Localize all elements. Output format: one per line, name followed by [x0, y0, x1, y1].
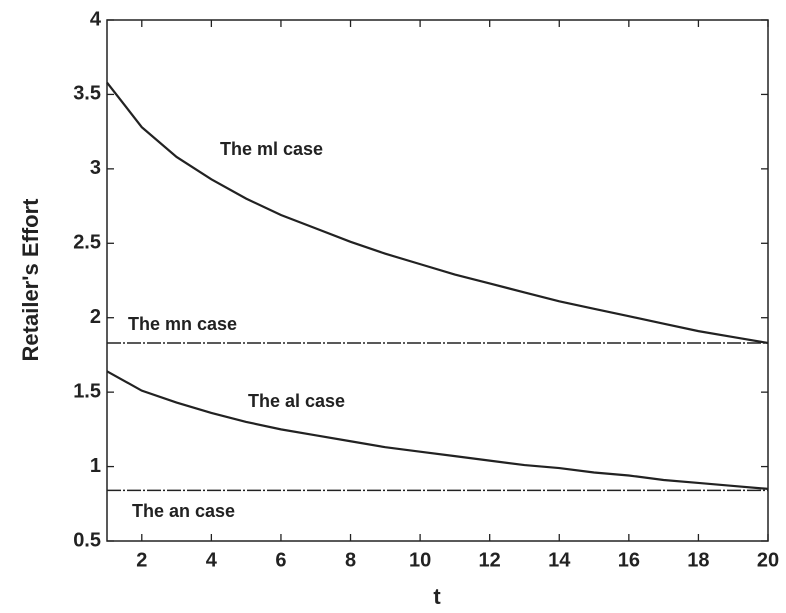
plot-frame [106, 19, 769, 542]
x-tick-label: 6 [275, 549, 286, 571]
y-tick-label: 4 [90, 8, 102, 30]
y-tick-label: 3.5 [73, 83, 101, 105]
y-tick-label: 1.5 [73, 380, 101, 402]
y-tick-label: 1 [90, 455, 101, 477]
series-annotation: The mn case [128, 314, 237, 334]
x-tick-label: 4 [206, 549, 218, 571]
series-annotation: The al case [248, 391, 345, 411]
series-line [106, 81, 769, 345]
y-tick-label: 0.5 [73, 529, 101, 551]
x-tick-label: 2 [136, 549, 147, 571]
y-tick-label: 2.5 [73, 232, 101, 254]
x-tick-label: 18 [687, 549, 709, 571]
series-annotation: The ml case [220, 139, 323, 159]
x-tick-label: 16 [618, 549, 640, 571]
y-tick-label: 3 [90, 157, 101, 179]
x-tick-label: 12 [479, 549, 501, 571]
series-line [106, 370, 769, 490]
x-tick-label: 14 [548, 549, 571, 571]
x-tick-label: 8 [345, 549, 356, 571]
x-tick-label: 10 [409, 549, 431, 571]
series-annotation: The an case [132, 501, 235, 521]
y-axis-label: Retailer's Effort [18, 198, 43, 362]
y-tick-label: 2 [90, 306, 101, 328]
x-tick-label: 20 [757, 549, 779, 571]
x-axis-label: t [433, 584, 441, 609]
